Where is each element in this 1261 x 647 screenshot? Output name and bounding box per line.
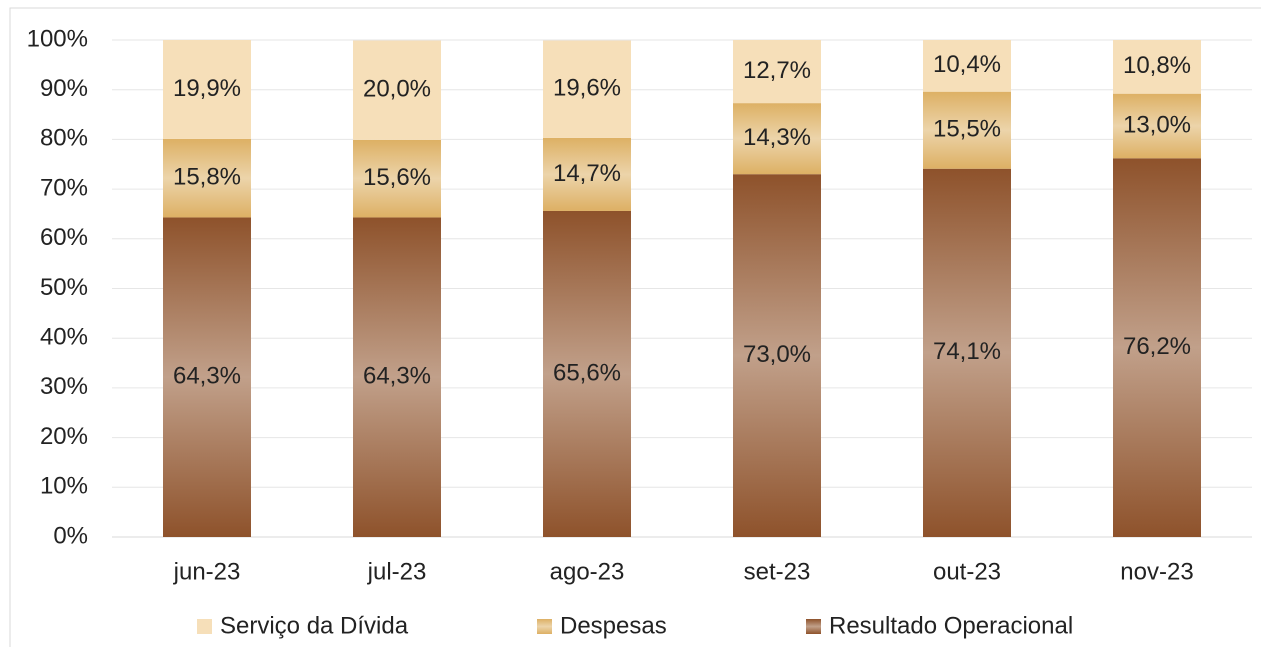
- bar-segment: [1113, 158, 1201, 537]
- value-label: 10,8%: [1123, 52, 1191, 79]
- bar-segment: [1113, 40, 1201, 94]
- value-label: 64,3%: [363, 363, 431, 390]
- bar-segment: [923, 91, 1011, 169]
- legend-swatch: [537, 619, 552, 634]
- value-label: 15,8%: [173, 164, 241, 191]
- value-label: 10,4%: [933, 51, 1001, 78]
- x-tick-label: set-23: [744, 558, 811, 585]
- bar-segment: [543, 137, 631, 211]
- y-tick-label: 40%: [40, 324, 88, 351]
- value-label: 19,9%: [173, 75, 241, 102]
- legend-label: Despesas: [560, 612, 667, 639]
- chart-border: [9, 7, 1261, 647]
- value-label: 14,3%: [743, 124, 811, 151]
- y-tick-label: 100%: [27, 25, 88, 52]
- value-label: 13,0%: [1123, 111, 1191, 138]
- bar-segment: [353, 139, 441, 218]
- bar-segment: [733, 103, 821, 175]
- x-tick-label: ago-23: [550, 558, 625, 585]
- y-tick-label: 90%: [40, 75, 88, 102]
- value-label: 76,2%: [1123, 333, 1191, 360]
- bar-segment: [163, 217, 251, 537]
- bar-segment: [923, 40, 1011, 92]
- bar-segment: [163, 40, 251, 139]
- y-tick-label: 0%: [53, 522, 88, 549]
- value-label: 12,7%: [743, 57, 811, 84]
- bar-segment: [543, 40, 631, 138]
- value-label: 15,5%: [933, 116, 1001, 143]
- y-tick-label: 20%: [40, 423, 88, 450]
- bar-segment: [543, 210, 631, 537]
- y-tick-label: 10%: [40, 473, 88, 500]
- value-label: 74,1%: [933, 338, 1001, 365]
- x-tick-label: nov-23: [1120, 558, 1193, 585]
- bar-segment: [353, 40, 441, 140]
- legend-label: Serviço da Dívida: [220, 612, 409, 639]
- value-label: 15,6%: [363, 164, 431, 191]
- y-tick-label: 80%: [40, 125, 88, 152]
- bar-segment: [1113, 93, 1201, 159]
- bar-segment: [733, 40, 821, 104]
- y-tick-label: 60%: [40, 224, 88, 251]
- x-tick-label: jun-23: [173, 558, 241, 585]
- legend-swatch: [197, 619, 212, 634]
- y-tick-label: 50%: [40, 274, 88, 301]
- value-label: 19,6%: [553, 75, 621, 102]
- value-label: 14,7%: [553, 160, 621, 187]
- y-tick-label: 70%: [40, 174, 88, 201]
- bar-segment: [353, 217, 441, 537]
- x-tick-label: jul-23: [367, 558, 427, 585]
- value-label: 20,0%: [363, 76, 431, 103]
- bar-segment: [163, 138, 251, 218]
- value-label: 73,0%: [743, 341, 811, 368]
- legend-label: Resultado Operacional: [829, 612, 1073, 639]
- value-label: 65,6%: [553, 359, 621, 386]
- bar-segment: [923, 168, 1011, 537]
- bar-segment: [733, 174, 821, 537]
- legend-swatch: [806, 619, 821, 634]
- y-tick-label: 30%: [40, 373, 88, 400]
- x-tick-label: out-23: [933, 558, 1001, 585]
- value-label: 64,3%: [173, 363, 241, 390]
